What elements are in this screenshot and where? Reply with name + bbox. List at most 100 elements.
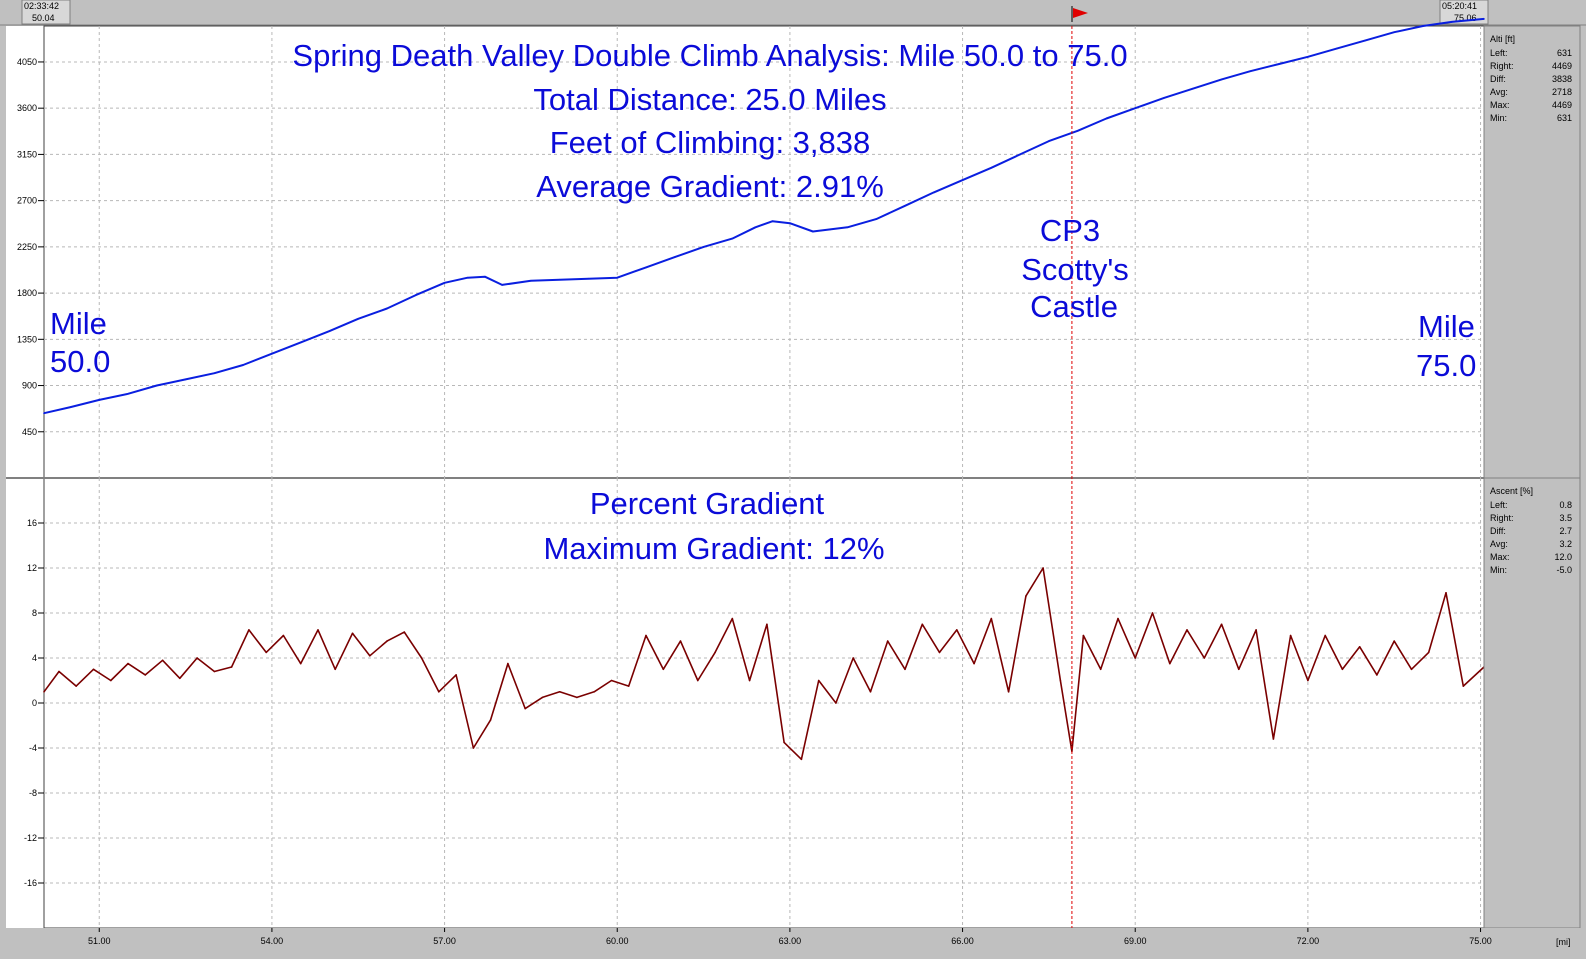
altitude-line-point [1105, 117, 1108, 120]
gradient-line-point [1324, 634, 1326, 637]
gradient-chart-title: Percent Gradient [590, 486, 825, 521]
altitude-y-tick-label: 2700 [17, 196, 37, 206]
altitude-stats-panel [1483, 25, 1581, 479]
gradient-stat-value: 2.7 [1559, 526, 1572, 536]
gradient-line-point [921, 623, 924, 626]
x-tick-label: 51.00 [88, 936, 111, 946]
series-layer [43, 17, 1485, 761]
altitude-stat-label: Diff: [1490, 74, 1506, 84]
gradient-line-point [973, 662, 975, 665]
altitude-line-point [484, 275, 486, 278]
altitude-line-point [1335, 47, 1338, 50]
altitude-line-point [754, 226, 757, 229]
gradient-line-point [1393, 640, 1395, 642]
gradient-line-point [455, 674, 457, 676]
gradient-stat-value: 0.8 [1559, 500, 1572, 510]
altitude-plot-area[interactable] [43, 25, 1485, 479]
checkpoint-label-name: Scotty's [1021, 252, 1129, 287]
gradient-y-tick-label: 12 [27, 563, 37, 573]
checkpoint-label-cp: CP3 [1040, 213, 1100, 248]
altitude-line-point [328, 330, 331, 332]
gradient-line-point [1445, 592, 1447, 594]
gradient-line-point [627, 685, 630, 687]
gradient-line-point [1410, 668, 1413, 671]
altitude-line-point [1048, 140, 1050, 142]
gradient-line-point [127, 662, 129, 665]
altitude-line-point [501, 284, 503, 286]
end-label-value: 75.0 [1416, 348, 1476, 383]
altitude-line-point [1249, 70, 1252, 72]
altitude-line-point [415, 294, 417, 296]
gradient-line-point [576, 696, 578, 699]
x-tick-label: 69.00 [1124, 936, 1147, 946]
altitude-y-tick-label: 2250 [17, 242, 37, 252]
gradient-line-point [1427, 651, 1430, 654]
altitude-line-point [466, 276, 469, 279]
altitude-line-point [299, 341, 302, 344]
gradient-line-point [1203, 657, 1206, 659]
gradient-stat-label: Right: [1490, 513, 1514, 523]
altitude-stat-value: 2718 [1552, 87, 1572, 97]
gradient-line-point [317, 629, 319, 631]
gradient-line-point [213, 670, 216, 673]
gradient-line-point [645, 634, 647, 637]
gradient-line-point [1358, 646, 1361, 648]
altitude-line-point [961, 179, 964, 181]
gradient-line-point [748, 679, 751, 682]
altitude-y-tick-label: 4050 [17, 57, 37, 67]
gradient-stat-value: 3.2 [1559, 539, 1572, 549]
altitude-line-point [645, 266, 647, 269]
altitude-y-tick-label: 1800 [17, 288, 37, 298]
altitude-line-point [1220, 78, 1223, 81]
altitude-line-point [702, 246, 705, 248]
altitude-line-point [443, 282, 446, 284]
altitude-line-point [357, 318, 360, 320]
x-tick-label: 72.00 [1297, 936, 1320, 946]
gradient-line-point [179, 677, 181, 680]
altitude-stat-label: Right: [1490, 61, 1514, 71]
gradient-y-tick-label: 0 [32, 698, 37, 708]
altitude-line-point [1393, 31, 1395, 33]
gradient-line-point [1059, 679, 1062, 682]
gradient-line-point [489, 719, 492, 721]
gradient-line-point [334, 668, 337, 671]
x-tick-label: 66.00 [951, 936, 974, 946]
altitude-stat-value: 631 [1557, 48, 1572, 58]
marker-flag-icon[interactable] [1071, 6, 1088, 22]
gradient-line-point [938, 651, 941, 654]
gradient-line-point [1341, 668, 1344, 671]
gradient-y-tick-label: 16 [27, 518, 37, 528]
gradient-line-point [1272, 738, 1275, 740]
gradient-stat-value: -5.0 [1556, 565, 1572, 575]
gradient-y-tick-label: -8 [29, 788, 37, 798]
altitude-line-point [1451, 21, 1453, 23]
gradient-line-point [869, 691, 872, 693]
altitude-y-tick-label: 1350 [17, 334, 37, 344]
gradient-stat-value: 3.5 [1559, 513, 1572, 523]
altitude-stat-value: 4469 [1552, 100, 1572, 110]
gradient-line-point [248, 629, 250, 631]
gradient-line-point [351, 632, 354, 635]
gradient-line-point [697, 679, 699, 682]
altitude-y-tick-label: 450 [22, 427, 37, 437]
left-cursor-box[interactable] [21, 0, 71, 25]
gradient-line-point [990, 617, 993, 620]
x-tick-label: 60.00 [606, 936, 629, 946]
gradient-y-tick-label: -16 [24, 878, 37, 888]
altitude-line-point [1019, 153, 1021, 156]
altitude-line-point [271, 352, 273, 355]
x-tick-layer: 51.00 54.00 57.00 60.00 63.00 66.00 69.00 72.00… [88, 928, 1492, 946]
gradient-line-point [299, 662, 302, 665]
altitude-line-point [731, 237, 734, 240]
altitude-line-point [587, 277, 590, 280]
altitude-subtitle-gradient: Average Gradient: 2.91% [536, 169, 884, 204]
gradient-line-point [420, 657, 423, 659]
altitude-line-point [242, 364, 244, 366]
end-label-mile: Mile [1418, 309, 1475, 344]
gradient-stat-label: Min: [1490, 565, 1507, 575]
gradient-stat-label: Avg: [1490, 539, 1508, 549]
altitude-line-point [904, 205, 906, 207]
gradient-line-point [558, 691, 561, 693]
